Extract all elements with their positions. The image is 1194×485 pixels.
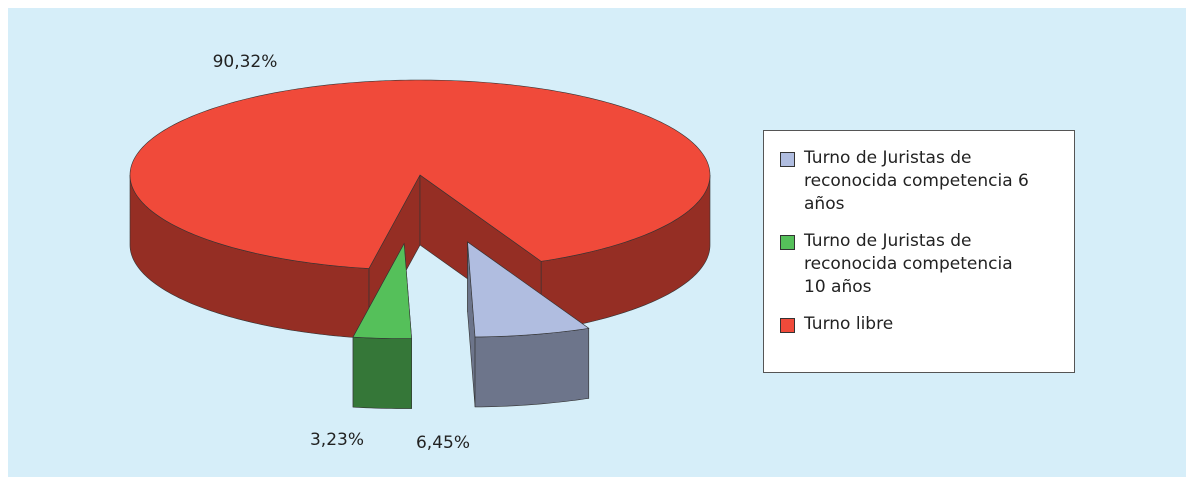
- slice: [129, 79, 711, 269]
- legend-item: Turno de Juristas de reconocida competen…: [780, 230, 1074, 299]
- legend: Turno de Juristas de reconocida competen…: [763, 130, 1075, 373]
- legend-label: Turno de Juristas de reconocida competen…: [804, 148, 1029, 214]
- data-label: 90,32%: [213, 52, 278, 72]
- slice: [467, 241, 590, 338]
- legend-item: Turno libre: [780, 313, 1074, 336]
- legend-swatch: [780, 318, 795, 333]
- data-label: 6,45%: [416, 433, 470, 453]
- legend-item: Turno de Juristas de reconocida competen…: [780, 147, 1074, 216]
- legend-label: Turno libre: [804, 314, 894, 334]
- legend-swatch: [780, 152, 795, 167]
- legend-swatch: [780, 235, 795, 250]
- legend-label: Turno de Juristas de reconocida competen…: [804, 231, 1013, 297]
- data-label: 3,23%: [310, 430, 364, 450]
- slice-wall: [474, 327, 590, 408]
- slice: [352, 242, 412, 339]
- slice-wall: [352, 336, 412, 409]
